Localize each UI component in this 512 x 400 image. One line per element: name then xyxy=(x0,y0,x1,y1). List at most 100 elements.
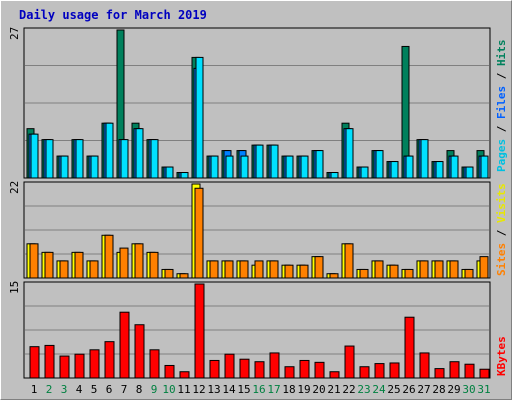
kbytes-bar-kbytes-day-7 xyxy=(119,311,130,379)
x-tick-label-day-28: 28 xyxy=(432,383,445,396)
visits-bar-sites-day-14 xyxy=(224,260,234,279)
kbytes-bar-kbytes-day-28 xyxy=(434,368,445,379)
x-tick-label-day-29: 29 xyxy=(447,383,460,396)
x-tick-label-day-27: 27 xyxy=(417,383,430,396)
hits-bar-pages-day-19 xyxy=(300,155,309,179)
visits-bar-sites-day-7 xyxy=(119,247,129,279)
hits-bar-pages-day-3 xyxy=(60,155,69,179)
legend-sep-1: / xyxy=(495,119,508,139)
visits-bar-sites-day-15 xyxy=(239,260,249,279)
legend-sep-2: / xyxy=(495,66,508,86)
hits-bar-pages-day-4 xyxy=(75,139,84,179)
hits-bar-pages-day-16 xyxy=(255,144,264,179)
x-tick-label-day-13: 13 xyxy=(207,383,220,396)
hits-bar-pages-day-21 xyxy=(330,172,339,179)
x-tick-label-day-6: 6 xyxy=(106,383,113,396)
kbytes-bar-kbytes-day-26 xyxy=(404,316,415,379)
kbytes-bar-kbytes-day-2 xyxy=(44,344,55,379)
hits-bar-pages-day-9 xyxy=(150,139,159,179)
x-tick-label-day-17: 17 xyxy=(267,383,280,396)
hits-bar-pages-day-11 xyxy=(180,172,189,179)
kbytes-bar-kbytes-day-15 xyxy=(239,358,250,379)
x-tick-label-day-1: 1 xyxy=(31,383,38,396)
hits-bar-pages-day-29 xyxy=(450,155,459,179)
hits-bar-pages-day-20 xyxy=(315,150,324,179)
kbytes-bar-kbytes-day-8 xyxy=(134,324,145,379)
visits-bar-sites-day-18 xyxy=(284,264,294,279)
x-tick-label-day-7: 7 xyxy=(121,383,128,396)
kbytes-bar-kbytes-day-21 xyxy=(329,371,340,379)
kbytes-bar-kbytes-day-5 xyxy=(89,349,100,379)
visits-bar-sites-day-28 xyxy=(434,260,444,279)
kbytes-bar-kbytes-day-27 xyxy=(419,352,430,379)
x-tick-label-day-15: 15 xyxy=(237,383,250,396)
visits-bar-sites-day-29 xyxy=(449,260,459,279)
hits-bar-pages-day-18 xyxy=(285,155,294,179)
visits-bar-sites-day-24 xyxy=(374,260,384,279)
visits-bar-sites-day-9 xyxy=(149,251,159,279)
visits-ymax-label: 22 xyxy=(8,181,21,194)
kbytes-bar-kbytes-day-4 xyxy=(74,353,85,379)
hits-bar-pages-day-23 xyxy=(360,166,369,179)
visits-bar-sites-day-19 xyxy=(299,264,309,279)
x-tick-label-day-10: 10 xyxy=(162,383,175,396)
chart-title: Daily usage for March 2019 xyxy=(19,8,207,22)
kbytes-bar-kbytes-day-1 xyxy=(29,346,40,379)
x-tick-label-day-14: 14 xyxy=(222,383,236,396)
kbytes-bar-kbytes-day-13 xyxy=(209,359,220,379)
x-tick-label-day-26: 26 xyxy=(402,383,415,396)
hits-bar-pages-day-6 xyxy=(105,122,114,179)
kbytes-bar-kbytes-day-14 xyxy=(224,353,235,379)
visits-bar-sites-day-25 xyxy=(389,264,399,279)
x-tick-label-day-9: 9 xyxy=(151,383,158,396)
hits-bar-pages-day-31 xyxy=(480,155,489,179)
visits-bar-sites-day-23 xyxy=(359,268,369,279)
legend-files: Files xyxy=(495,86,508,119)
visits-bar-sites-day-22 xyxy=(344,243,354,279)
visits-bar-sites-day-16 xyxy=(254,260,264,279)
visits-bar-sites-day-6 xyxy=(104,234,114,279)
kbytes-bar-kbytes-day-30 xyxy=(464,363,475,379)
hits-legend: Pages / Files / Hits xyxy=(495,40,508,173)
visits-bar-sites-day-10 xyxy=(164,268,174,279)
visits-bar-sites-day-3 xyxy=(59,260,69,279)
kbytes-bar-kbytes-day-9 xyxy=(149,349,160,379)
x-tick-label-day-22: 22 xyxy=(342,383,355,396)
visits-bar-sites-day-11 xyxy=(179,273,189,279)
hits-bar-pages-day-7 xyxy=(120,139,129,179)
kbytes-bar-kbytes-day-12 xyxy=(194,283,205,379)
visits-bar-sites-day-4 xyxy=(74,251,84,279)
visits-bar-sites-day-21 xyxy=(329,273,339,279)
kbytes-bar-kbytes-day-31 xyxy=(479,368,490,379)
visits-bar-sites-day-2 xyxy=(44,251,54,279)
hits-bar-pages-day-17 xyxy=(270,144,279,179)
x-tick-label-day-21: 21 xyxy=(327,383,340,396)
hits-bar-pages-day-26 xyxy=(405,155,414,179)
legend-hits: Hits xyxy=(495,40,508,67)
kbytes-bar-kbytes-day-29 xyxy=(449,361,460,379)
x-tick-label-day-8: 8 xyxy=(136,383,143,396)
hits-bar-pages-day-30 xyxy=(465,166,474,179)
kbytes-bar-kbytes-day-23 xyxy=(359,366,370,379)
x-tick-label-day-11: 11 xyxy=(177,383,190,396)
x-tick-label-day-31: 31 xyxy=(477,383,490,396)
hits-bar-pages-day-25 xyxy=(390,161,399,179)
visits-bar-sites-day-26 xyxy=(404,268,414,279)
visits-bar-sites-day-8 xyxy=(134,243,144,279)
hits-ymax-label: 27 xyxy=(8,27,21,40)
x-tick-label-day-18: 18 xyxy=(282,383,295,396)
kbytes-bar-kbytes-day-3 xyxy=(59,355,70,379)
hits-bar-pages-day-8 xyxy=(135,128,144,179)
x-tick-label-day-20: 20 xyxy=(312,383,325,396)
kbytes-bar-kbytes-day-18 xyxy=(284,366,295,379)
hits-bar-pages-day-1 xyxy=(30,133,39,179)
kbytes-bar-kbytes-day-6 xyxy=(104,341,115,379)
kbytes-bar-kbytes-day-16 xyxy=(254,361,265,379)
x-tick-label-day-4: 4 xyxy=(76,383,83,396)
kbytes-bar-kbytes-day-25 xyxy=(389,362,400,379)
visits-bar-sites-day-20 xyxy=(314,256,324,279)
hits-bar-pages-day-22 xyxy=(345,128,354,179)
visits-bar-sites-day-1 xyxy=(29,243,39,279)
visits-bar-sites-day-31 xyxy=(479,256,489,279)
